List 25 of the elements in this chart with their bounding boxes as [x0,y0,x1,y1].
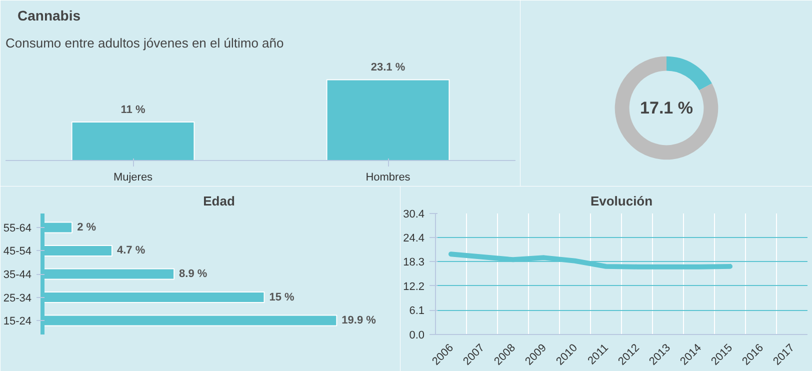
y-tick-label: 25-34 [3,292,32,304]
data-label: 11 % [120,104,146,116]
y-tick-label: 24.4 [403,232,425,244]
y-tick-label: 45-54 [3,246,32,258]
data-label: 15 % [269,291,295,304]
x-tick-label: Hombres [366,172,411,184]
chart-title: Cannabis [18,8,81,24]
data-label: 19.9 % [342,314,376,327]
chart-subtitle: Consumo entre adultos jóvenes en el último año [6,36,284,50]
y-tick-label: 18.3 [403,256,425,269]
y-tick-label: 12.2 [403,280,425,293]
y-tick-label: 30.4 [403,208,425,220]
data-label: 2 % [77,221,96,234]
chart-title: Edad [203,194,235,208]
y-tick-label: 0.0 [409,330,425,342]
y-tick-label: 35-44 [3,269,32,281]
data-label: 23.1 % [370,62,406,74]
chart-title: Evolución [590,194,653,208]
y-tick-label: 15-24 [3,316,32,328]
y-tick-label: 6.1 [409,305,425,318]
data-label: 8.9 % [179,268,208,280]
x-tick-label: Mujeres [113,172,154,184]
data-label: 17.1 % [640,98,693,118]
data-label: 4.7 % [116,244,146,257]
y-tick-label: 55-64 [3,222,32,234]
